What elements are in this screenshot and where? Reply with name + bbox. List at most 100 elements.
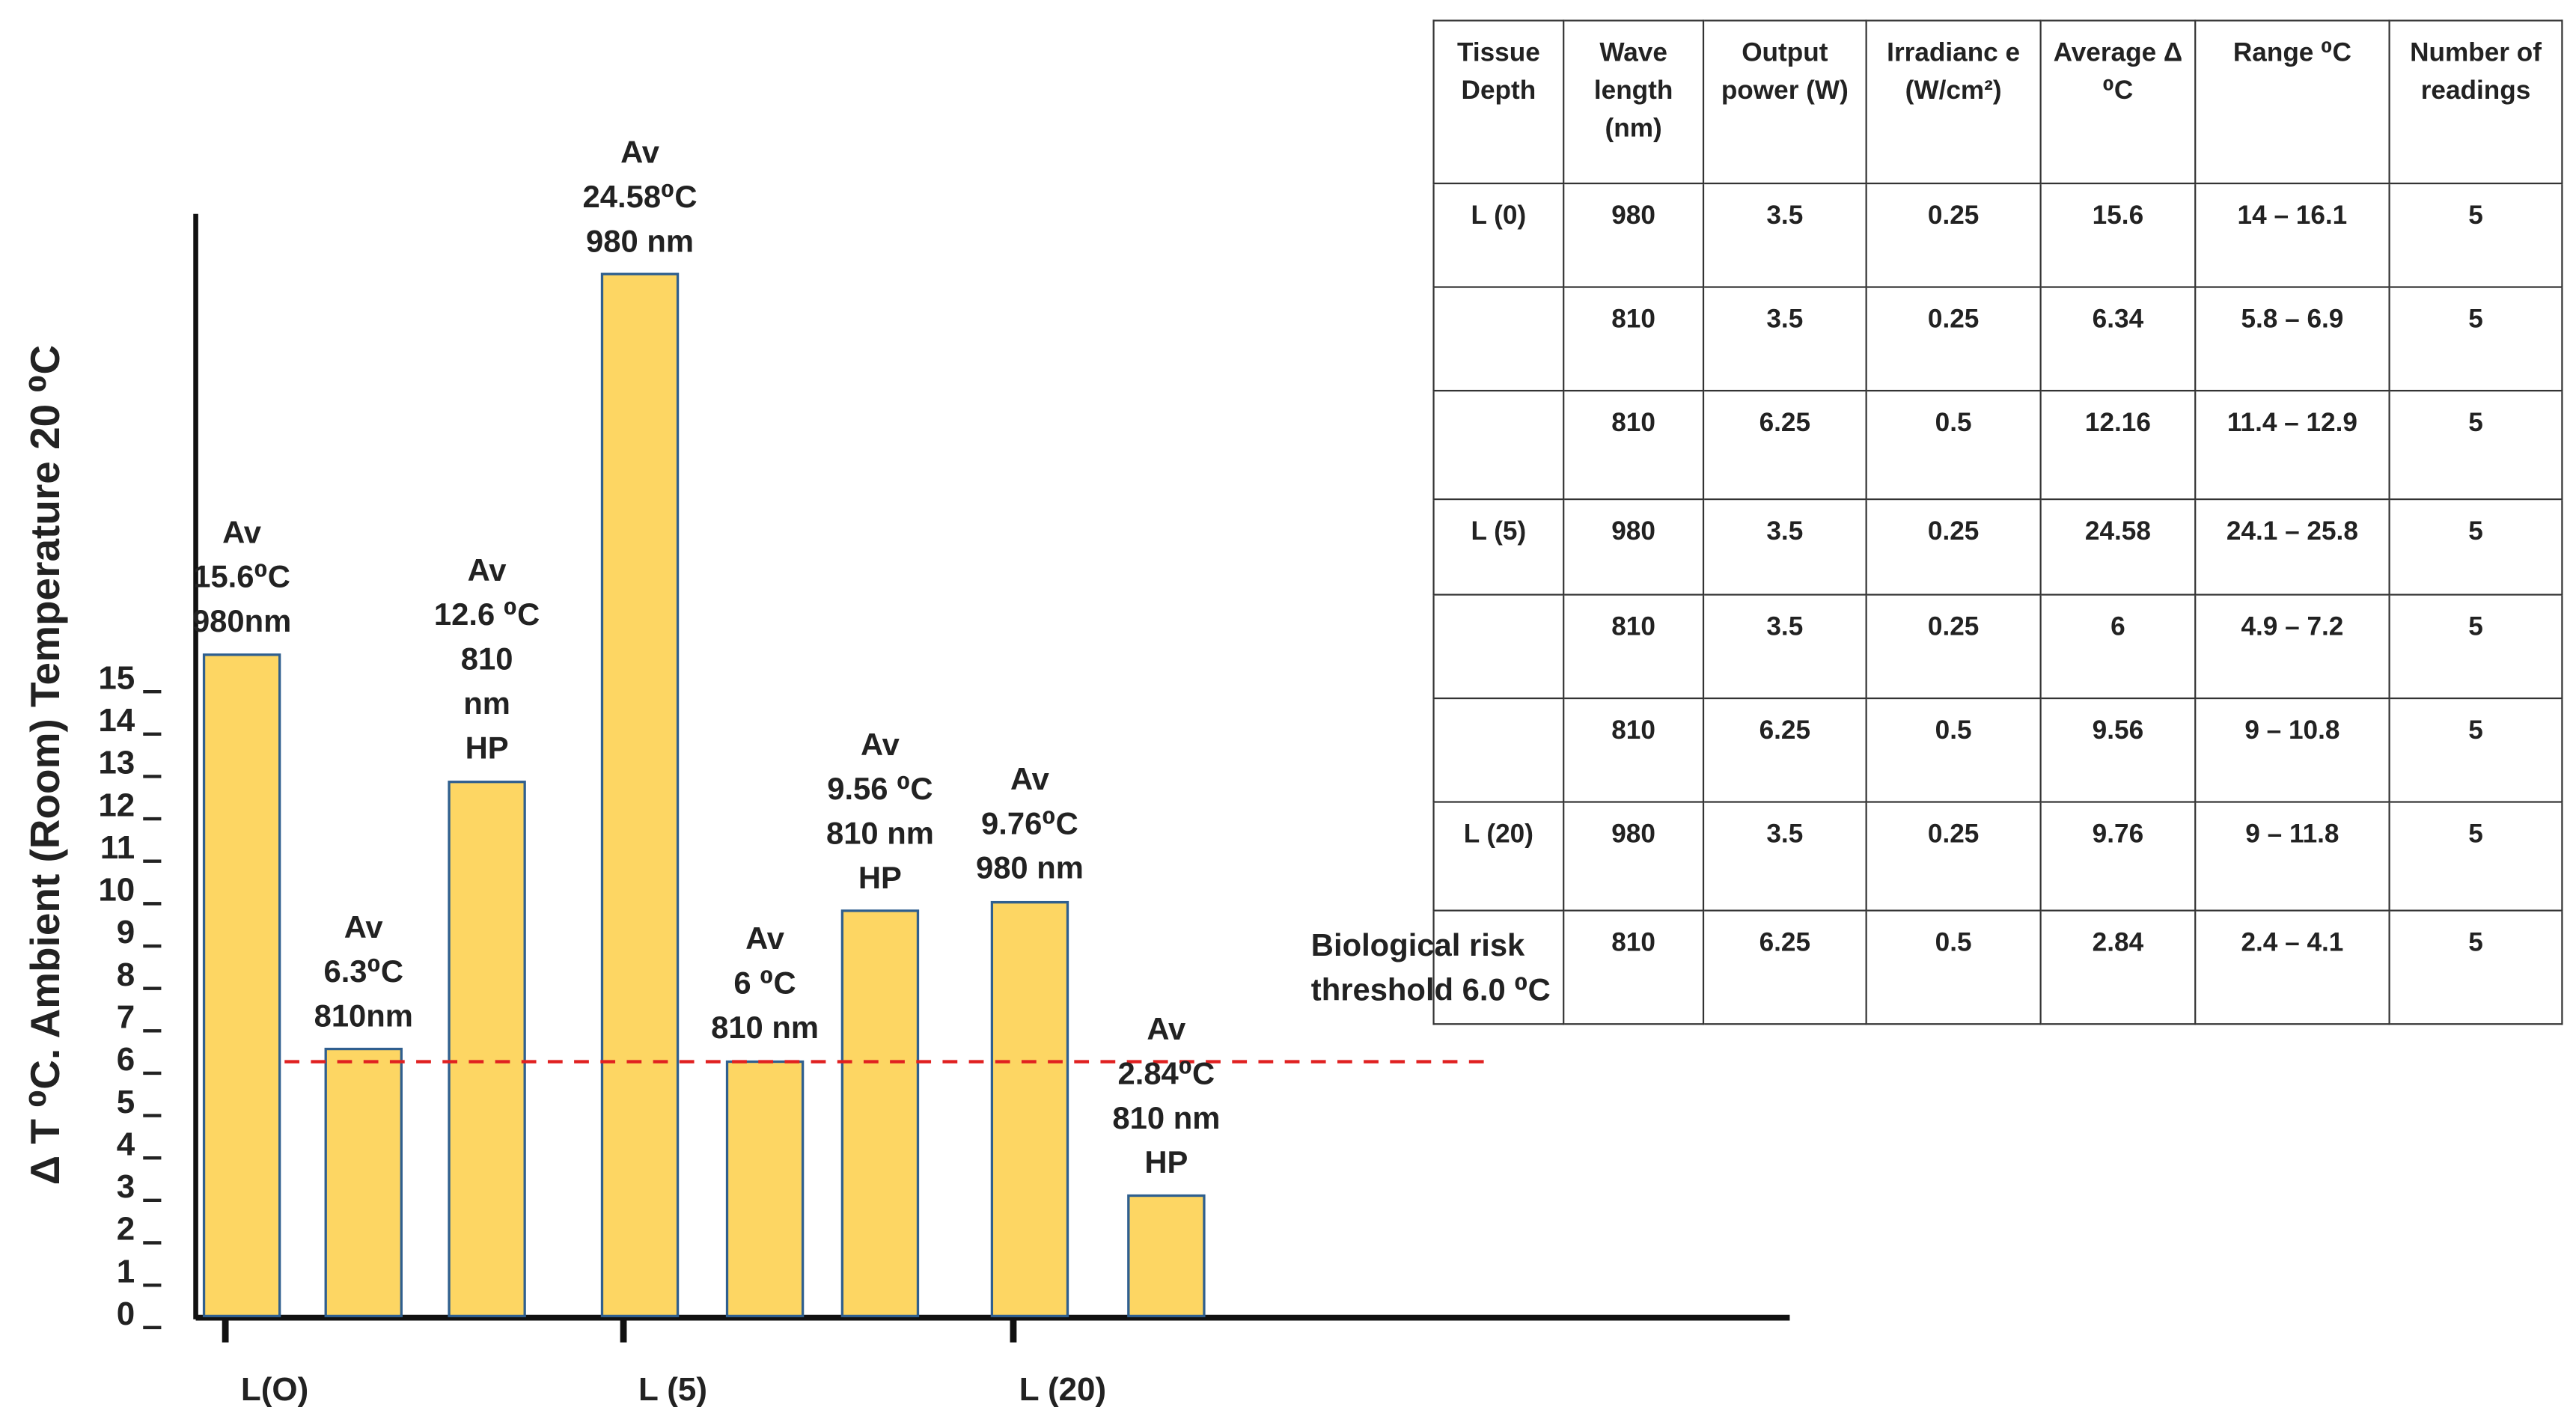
table-cell: 5 bbox=[2388, 697, 2563, 803]
table-cell: 4.9 – 7.2 bbox=[2194, 594, 2390, 700]
table-cell: 980 bbox=[1563, 801, 1705, 912]
table-cell: 980 bbox=[1563, 182, 1705, 288]
table-cell: 810 bbox=[1563, 594, 1705, 700]
table-cell: 0.5 bbox=[1865, 389, 2042, 501]
bar bbox=[324, 1047, 403, 1318]
bar-annotation: Av 6 ⁰C 810 nm bbox=[711, 923, 820, 1047]
table-cell: 810 bbox=[1563, 909, 1705, 1025]
table-cell: 5 bbox=[2388, 498, 2563, 596]
table-row: 810 6.25 0.5 12.16 11.4 – 12.9 5 bbox=[1432, 389, 2563, 501]
table-cell: 6.25 bbox=[1702, 389, 1867, 501]
table-cell: 11.4 – 12.9 bbox=[2194, 389, 2390, 501]
table-cell: Wave length (nm) bbox=[1563, 19, 1705, 185]
x-tick-label: L (5) bbox=[638, 1371, 707, 1408]
bar-annotation: Av 9.56 ⁰C 810 nm HP bbox=[825, 727, 934, 897]
x-tick-label: L(O) bbox=[241, 1371, 308, 1408]
table-cell: Output power (W) bbox=[1702, 19, 1867, 185]
y-tick-label: 11 bbox=[100, 829, 135, 866]
table-cell: 810 bbox=[1563, 389, 1705, 501]
bar bbox=[600, 272, 680, 1318]
table-cell bbox=[1432, 909, 1565, 1025]
table-cell bbox=[1432, 286, 1565, 392]
bar bbox=[840, 909, 920, 1318]
table-cell: 12.16 bbox=[2039, 389, 2197, 501]
bar bbox=[1127, 1194, 1206, 1318]
y-tick-label: 3 bbox=[117, 1168, 135, 1205]
table-cell: Irradianc e (W/cm²) bbox=[1865, 19, 2042, 185]
table-cell bbox=[1432, 594, 1565, 700]
table-cell: 5 bbox=[2388, 909, 2563, 1025]
y-tick-label: 8 bbox=[117, 956, 135, 993]
y-tick-label: 7 bbox=[117, 999, 135, 1036]
table-cell: 980 bbox=[1563, 498, 1705, 596]
table-cell: 15.6 bbox=[2039, 182, 2197, 288]
table-cell: 810 bbox=[1563, 697, 1705, 803]
table-cell: 5 bbox=[2388, 182, 2563, 288]
table-cell: L (0) bbox=[1432, 182, 1565, 288]
y-tick-label: 4 bbox=[117, 1126, 135, 1162]
bar-annotation: Av 2.84⁰C 810 nm HP bbox=[1112, 1013, 1221, 1181]
table-row: Tissue Depth Wave length (nm) Output power… bbox=[1432, 19, 2563, 185]
y-tick-label: 14 bbox=[98, 702, 135, 739]
table-cell: L (20) bbox=[1432, 801, 1565, 912]
bar-annotation: Av 6.3⁰C 810nm bbox=[314, 910, 413, 1034]
table-cell: 5 bbox=[2388, 389, 2563, 501]
table-cell: 0.25 bbox=[1865, 594, 2042, 700]
bar bbox=[202, 653, 281, 1318]
table-cell: Average Δ ⁰C bbox=[2039, 19, 2197, 185]
table-cell: L (5) bbox=[1432, 498, 1565, 596]
table-row: 810 6.25 0.5 9.56 9 – 10.8 5 bbox=[1432, 697, 2563, 803]
table-cell: 6.34 bbox=[2039, 286, 2197, 392]
table-cell: 6.25 bbox=[1702, 909, 1867, 1025]
table-cell: 6.25 bbox=[1702, 697, 1867, 803]
table-cell: 9.76 bbox=[2039, 801, 2197, 912]
table-row: 810 3.5 0.25 6.34 5.8 – 6.9 5 bbox=[1432, 286, 2563, 392]
data-table: Tissue Depth Wave length (nm) Output power… bbox=[1432, 19, 2563, 1025]
table-cell: Range ⁰C bbox=[2194, 19, 2390, 185]
table-cell: 0.25 bbox=[1865, 498, 2042, 596]
table-cell: 0.5 bbox=[1865, 909, 2042, 1025]
bar-annotation: Av 24.58⁰C 980 nm bbox=[582, 135, 698, 260]
table-cell: 0.25 bbox=[1865, 286, 2042, 392]
table-cell: 5.8 – 6.9 bbox=[2194, 286, 2390, 392]
table-row: L (0) 980 3.5 0.25 15.6 14 – 16.1 5 bbox=[1432, 182, 2563, 288]
table-cell: 3.5 bbox=[1702, 801, 1867, 912]
table-cell: 9.56 bbox=[2039, 697, 2197, 803]
table-cell: 14 – 16.1 bbox=[2194, 182, 2390, 288]
table-cell: Tissue Depth bbox=[1432, 19, 1565, 185]
bar-annotation: Av 12.6 ⁰C 810 nm HP bbox=[433, 555, 540, 767]
table-cell: 3.5 bbox=[1702, 182, 1867, 288]
y-tick-label: 13 bbox=[98, 745, 135, 781]
x-tick-label: L (20) bbox=[1019, 1371, 1106, 1408]
table-cell: 3.5 bbox=[1702, 594, 1867, 700]
bar bbox=[990, 900, 1069, 1318]
y-tick-label: 10 bbox=[98, 872, 135, 909]
bar-annotation: Av 9.76⁰C 980 nm bbox=[975, 763, 1084, 888]
table-cell: 5 bbox=[2388, 594, 2563, 700]
y-tick-label: 12 bbox=[98, 787, 135, 823]
y-tick-label: 5 bbox=[117, 1084, 135, 1120]
table-cell: 2.4 – 4.1 bbox=[2194, 909, 2390, 1025]
bar bbox=[725, 1060, 805, 1318]
table-row: L (5) 980 3.5 0.25 24.58 24.1 – 25.8 5 bbox=[1432, 498, 2563, 596]
table-cell: 3.5 bbox=[1702, 286, 1867, 392]
table-row: 810 3.5 0.25 6 4.9 – 7.2 5 bbox=[1432, 594, 2563, 700]
table-cell: 9 – 11.8 bbox=[2194, 801, 2390, 912]
table-cell: 6 bbox=[2039, 594, 2197, 700]
y-tick-label: 6 bbox=[117, 1041, 135, 1078]
y-tick-label: 2 bbox=[117, 1211, 135, 1248]
bar-annotation: Av 15.6⁰C 980nm bbox=[192, 516, 292, 641]
y-tick-label: 15 bbox=[98, 659, 135, 696]
table-row: 810 6.25 0.5 2.84 2.4 – 4.1 5 bbox=[1432, 909, 2563, 1025]
table-cell: 5 bbox=[2388, 286, 2563, 392]
table-cell bbox=[1432, 697, 1565, 803]
table-cell: 0.25 bbox=[1865, 801, 2042, 912]
y-tick-label: 1 bbox=[117, 1253, 135, 1290]
table-cell: 24.1 – 25.8 bbox=[2194, 498, 2390, 596]
y-tick-label: 0 bbox=[117, 1296, 135, 1332]
table-cell: 0.5 bbox=[1865, 697, 2042, 803]
table-row: L (20) 980 3.5 0.25 9.76 9 – 11.8 5 bbox=[1432, 801, 2563, 912]
y-tick-label: 9 bbox=[117, 914, 135, 951]
